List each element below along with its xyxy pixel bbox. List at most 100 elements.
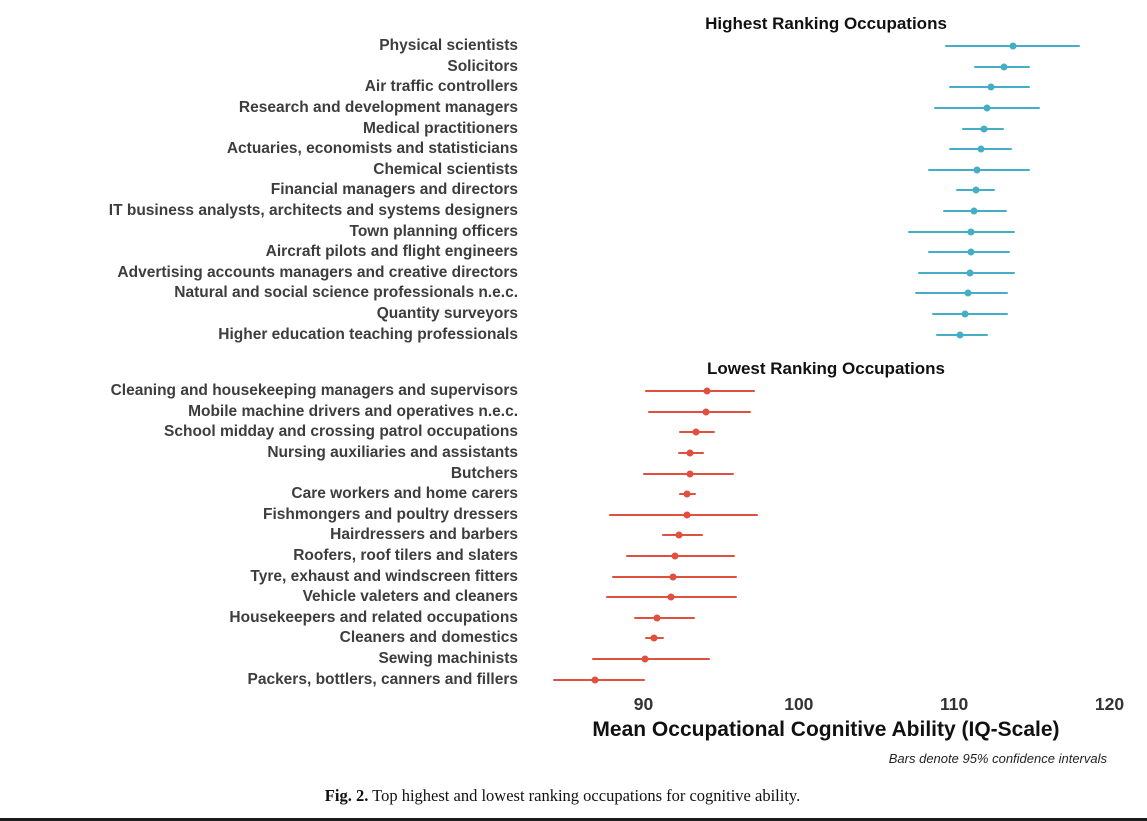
chart-row: Actuaries, economists and statisticians — [0, 139, 1125, 160]
row-plot-area — [527, 504, 1125, 525]
occupation-label: Aircraft pilots and flight engineers — [265, 243, 518, 261]
ci-bar — [932, 313, 1009, 316]
mean-dot — [653, 614, 661, 622]
panel-rows-highest: Physical scientists Solicitors Air traffic… — [0, 36, 1125, 345]
mean-dot — [667, 593, 675, 601]
occupation-label: Care workers and home carers — [291, 485, 518, 503]
page-bottom-edge — [0, 818, 1147, 821]
row-plot-area — [527, 77, 1125, 98]
mean-dot — [967, 248, 975, 256]
row-plot-area — [527, 263, 1125, 284]
ci-footnote: Bars denote 95% confidence intervals — [888, 750, 1107, 766]
mean-dot — [973, 166, 981, 174]
mean-dot — [966, 269, 974, 277]
mean-dot — [641, 655, 649, 663]
mean-dot — [956, 331, 964, 339]
figure-caption-text: Top highest and lowest ranking occupatio… — [372, 785, 801, 805]
chart-row: Packers, bottlers, canners and fillers — [0, 669, 1125, 690]
chart-row: Town planning officers — [0, 221, 1125, 242]
mean-dot — [967, 228, 975, 236]
mean-dot — [702, 408, 710, 416]
mean-dot — [1009, 42, 1017, 50]
chart-row: Tyre, exhaust and windscreen fitters — [0, 566, 1125, 587]
row-plot-area — [527, 283, 1125, 304]
occupation-label: School midday and crossing patrol occupa… — [164, 423, 518, 441]
occupation-label: Cleaning and housekeeping managers and s… — [110, 382, 518, 400]
occupation-label: Roofers, roof tilers and slaters — [293, 546, 518, 564]
chart-row: Physical scientists — [0, 36, 1125, 57]
mean-dot — [964, 289, 972, 297]
chart-row: Chemical scientists — [0, 160, 1125, 181]
occupation-label: IT business analysts, architects and sys… — [108, 202, 518, 220]
occupation-label: Advertising accounts managers and creati… — [117, 263, 518, 281]
mean-dot — [703, 387, 711, 395]
row-plot-area — [527, 628, 1125, 649]
occupation-label: Mobile machine drivers and operatives n.… — [188, 402, 518, 420]
row-plot-area — [527, 118, 1125, 139]
occupation-label: Financial managers and directors — [270, 181, 518, 199]
row-plot-area — [527, 160, 1125, 181]
row-plot-area — [527, 57, 1125, 78]
row-plot-area — [527, 201, 1125, 222]
panel-highest-ranking: Highest Ranking Occupations Physical sci… — [0, 12, 1125, 345]
row-plot-area — [527, 221, 1125, 242]
mean-dot — [983, 104, 991, 112]
occupation-label: Nursing auxiliaries and assistants — [267, 443, 518, 461]
row-plot-area — [527, 139, 1125, 160]
chart-row: Research and development managers — [0, 98, 1125, 119]
mean-dot — [977, 145, 985, 153]
chart-row: Medical practitioners — [0, 118, 1125, 139]
chart-row: Cleaners and domestics — [0, 628, 1125, 649]
panel-lowest-ranking: Lowest Ranking Occupations Cleaning and … — [0, 357, 1125, 690]
ci-bar — [648, 410, 751, 413]
occupation-label: Cleaners and domestics — [339, 629, 518, 647]
row-plot-area — [527, 381, 1125, 402]
row-plot-area — [527, 443, 1125, 464]
ci-bar — [592, 657, 711, 660]
row-plot-area — [527, 304, 1125, 325]
occupation-label: Packers, bottlers, canners and fillers — [247, 670, 518, 688]
x-tick-label: 100 — [784, 693, 814, 714]
ci-bar — [645, 390, 756, 393]
chart-row: Vehicle valeters and cleaners — [0, 587, 1125, 608]
occupation-label: Solicitors — [447, 57, 518, 75]
row-plot-area — [527, 566, 1125, 587]
mean-dot — [591, 676, 599, 684]
row-plot-area — [527, 36, 1125, 57]
mean-dot — [675, 531, 683, 539]
occupation-label: Natural and social science professionals… — [174, 284, 518, 302]
occupation-label: Sewing machinists — [378, 649, 518, 667]
occupation-label: Tyre, exhaust and windscreen fitters — [250, 567, 518, 585]
chart-row: Fishmongers and poultry dressers — [0, 504, 1125, 525]
occupation-label: Hairdressers and barbers — [330, 526, 518, 544]
occupation-label: Vehicle valeters and cleaners — [302, 588, 518, 606]
occupation-label: Quantity surveyors — [376, 305, 518, 323]
occupation-label: Air traffic controllers — [364, 78, 518, 96]
row-plot-area — [527, 98, 1125, 119]
mean-dot — [683, 511, 691, 519]
mean-dot — [686, 449, 694, 457]
occupation-label: Butchers — [450, 464, 518, 482]
mean-dot — [961, 310, 969, 318]
row-plot-area — [527, 587, 1125, 608]
mean-dot — [980, 125, 988, 133]
occupation-label: Higher education teaching professionals — [218, 325, 518, 343]
row-plot-area — [527, 422, 1125, 443]
occupation-label: Medical practitioners — [362, 119, 518, 137]
ci-bar — [634, 616, 695, 619]
ci-bar — [626, 554, 736, 557]
mean-dot — [970, 207, 978, 215]
mean-dot — [686, 470, 694, 478]
row-plot-area — [527, 402, 1125, 423]
mean-dot — [692, 428, 700, 436]
ci-bar — [915, 292, 1009, 295]
x-axis-title: Mean Occupational Cognitive Ability (IQ-… — [592, 717, 1060, 741]
mean-dot — [671, 552, 679, 560]
chart-row: Housekeepers and related occupations — [0, 607, 1125, 628]
row-plot-area — [527, 242, 1125, 263]
chart-row: Mobile machine drivers and operatives n.… — [0, 402, 1125, 423]
chart-row: Natural and social science professionals… — [0, 283, 1125, 304]
chart-row: Sewing machinists — [0, 649, 1125, 670]
row-plot-area — [527, 484, 1125, 505]
